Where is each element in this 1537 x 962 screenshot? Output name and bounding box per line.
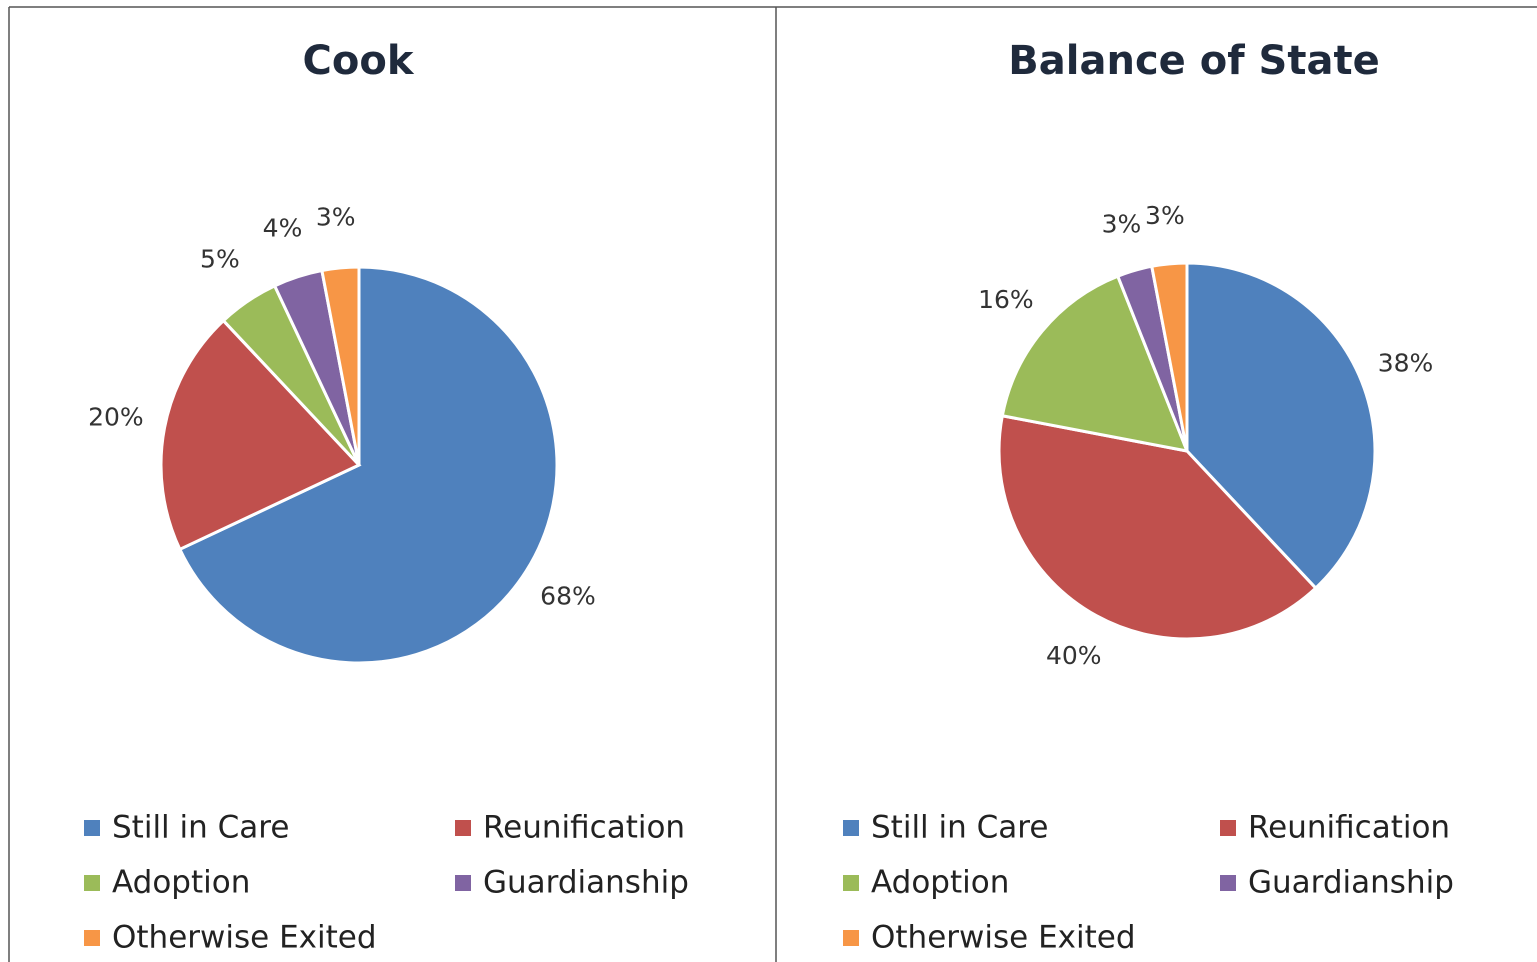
pie-slice [159, 318, 362, 552]
legend-label: Still in Care [112, 810, 289, 846]
legend-swatch [84, 875, 100, 891]
data-label: 3% [1102, 209, 1142, 238]
data-label: 38% [1378, 348, 1434, 377]
legend-swatch [455, 820, 471, 836]
legend-swatch [1220, 820, 1236, 836]
legend-swatch [1220, 875, 1236, 891]
legend-label: Adoption [871, 865, 1009, 901]
data-label: 5% [200, 244, 240, 273]
legend-swatch [843, 875, 859, 891]
chart-title: Balance of State [1008, 38, 1379, 84]
data-label: 3% [316, 203, 356, 232]
pie-slice [1150, 261, 1189, 452]
legend-label: Adoption [112, 865, 250, 901]
data-label: 20% [88, 403, 144, 432]
pie-slice [320, 265, 361, 466]
legend-swatch [84, 930, 100, 946]
chart-title: Cook [303, 38, 415, 84]
legend-label: Still in Care [871, 810, 1048, 846]
legend-swatch [84, 820, 100, 836]
legend-label: Reunification [483, 810, 685, 846]
data-label: 3% [1145, 201, 1185, 230]
legend-label: Reunification [1248, 810, 1450, 846]
legend-label: Guardianship [483, 865, 689, 901]
legend-swatch [455, 875, 471, 891]
pie-slice [1185, 261, 1377, 591]
data-label: 68% [540, 582, 596, 611]
legend-label: Otherwise Exited [112, 920, 377, 956]
pie-slice [997, 414, 1318, 641]
data-label: 4% [263, 214, 303, 243]
legend-swatch [843, 930, 859, 946]
data-label: 16% [978, 285, 1034, 314]
pie-slice [1000, 274, 1190, 453]
legend-swatch [843, 820, 859, 836]
legend-label: Guardianship [1248, 865, 1454, 901]
legend-label: Otherwise Exited [871, 920, 1136, 956]
data-label: 40% [1046, 641, 1102, 670]
pie-slice [177, 265, 559, 665]
